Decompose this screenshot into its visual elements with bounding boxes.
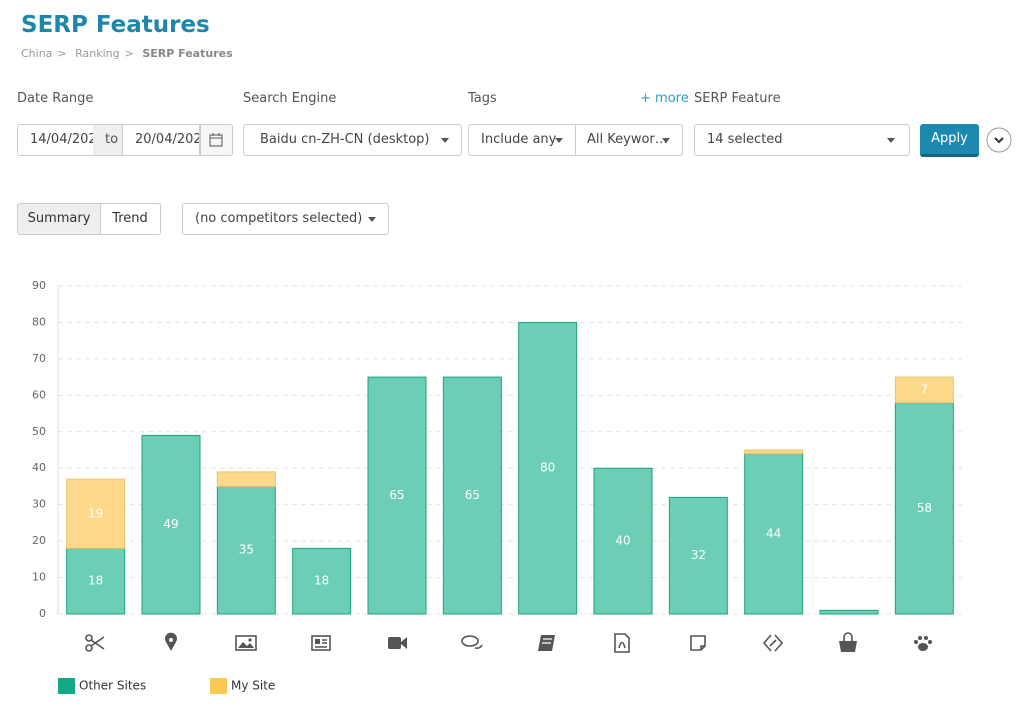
value-label: 58 bbox=[917, 501, 932, 515]
legend-label: My Site bbox=[231, 679, 275, 693]
bar-segment bbox=[819, 609, 879, 615]
value-label: 40 bbox=[615, 534, 630, 548]
value-label: 49 bbox=[163, 517, 178, 531]
legend-swatch bbox=[58, 678, 75, 694]
bar-segment bbox=[66, 478, 126, 549]
icon-note bbox=[690, 635, 706, 651]
icon-code bbox=[762, 634, 784, 652]
value-label: 19 bbox=[88, 506, 103, 520]
search-engine-label: Search Engine bbox=[243, 91, 337, 106]
y-tick-label: 70 bbox=[32, 352, 46, 365]
bar-segment bbox=[894, 376, 954, 404]
apply-button[interactable]: Apply bbox=[920, 124, 979, 157]
y-tick-label: 20 bbox=[32, 534, 46, 547]
value-label: 65 bbox=[389, 488, 404, 502]
bar-segment bbox=[744, 453, 804, 615]
legend-swatch bbox=[210, 678, 227, 694]
bar-segment bbox=[367, 376, 427, 615]
category-icons bbox=[85, 632, 932, 653]
crumb-link[interactable]: Ranking bbox=[75, 47, 120, 60]
value-label: 7 bbox=[921, 382, 929, 396]
bar-segment bbox=[66, 547, 126, 615]
expand-toggle[interactable] bbox=[986, 127, 1014, 155]
value-label: 35 bbox=[239, 543, 254, 557]
value-label: 18 bbox=[88, 574, 103, 588]
icon-image bbox=[235, 635, 257, 651]
y-tick-label: 90 bbox=[32, 279, 46, 292]
value-label: 18 bbox=[314, 574, 329, 588]
crumb-current: SERP Features bbox=[142, 47, 233, 60]
calendar-icon bbox=[209, 133, 223, 147]
serp-feature-select[interactable]: 14 selected bbox=[694, 124, 910, 156]
value-label: 44 bbox=[766, 526, 781, 540]
bar-segment bbox=[668, 496, 728, 615]
icon-pin bbox=[165, 632, 177, 651]
tab-trend[interactable]: Trend bbox=[100, 203, 161, 235]
crumb-sep: > bbox=[124, 47, 134, 60]
value-label: 32 bbox=[691, 548, 706, 562]
bar-segment bbox=[518, 321, 578, 615]
bar-segment bbox=[292, 547, 352, 615]
bar-segment bbox=[894, 402, 954, 615]
y-tick-label: 80 bbox=[32, 315, 46, 328]
crumb-link[interactable]: China bbox=[21, 47, 53, 60]
bar-segment bbox=[442, 376, 502, 615]
select-value: Include any bbox=[481, 132, 557, 147]
icon-scissors bbox=[85, 634, 105, 652]
icon-pdf bbox=[614, 633, 630, 653]
icon-paw bbox=[914, 636, 932, 651]
tab-summary[interactable]: Summary bbox=[17, 203, 101, 235]
date-joiner: to bbox=[93, 124, 123, 156]
y-tick-label: 40 bbox=[32, 461, 46, 474]
tag-keywords-select[interactable]: All Keywor… bbox=[575, 124, 683, 156]
chart: 0 10 20 30 40 50 60 70 80 90 18 19 49 35 18 65 65 80 40 32 4… bbox=[32, 279, 962, 694]
date-range-label: Date Range bbox=[17, 91, 94, 106]
y-tick-label: 0 bbox=[39, 607, 46, 620]
serp-feature-label: SERP Feature bbox=[694, 91, 781, 106]
bar-segment bbox=[593, 467, 653, 615]
tags-label: Tags bbox=[468, 91, 497, 106]
date-to[interactable]: 20/04/2020 bbox=[123, 124, 200, 156]
breadcrumb: China > Ranking > SERP Features bbox=[21, 47, 233, 60]
select-value: 14 selected bbox=[707, 132, 783, 147]
more-link[interactable]: + more bbox=[640, 91, 689, 106]
select-value: All Keywor… bbox=[587, 132, 668, 147]
value-label: 80 bbox=[540, 461, 555, 475]
select-value: Baidu cn-ZH-CN (desktop) bbox=[260, 132, 430, 147]
crumb-sep: > bbox=[57, 47, 67, 60]
y-tick-label: 30 bbox=[32, 498, 46, 511]
y-tick-label: 60 bbox=[32, 388, 46, 401]
select-value: (no competitors selected) bbox=[195, 211, 363, 226]
icon-book bbox=[538, 635, 555, 651]
competitor-select[interactable]: (no competitors selected) bbox=[182, 203, 389, 235]
bar-segment bbox=[216, 485, 276, 615]
y-tick-label: 10 bbox=[32, 571, 46, 584]
bar-segment bbox=[141, 434, 201, 615]
icon-video bbox=[388, 637, 407, 649]
icon-chat bbox=[461, 635, 483, 649]
date-from[interactable]: 14/04/2020 bbox=[17, 124, 94, 156]
tag-match-select[interactable]: Include any bbox=[468, 124, 576, 156]
value-label: 65 bbox=[465, 488, 480, 502]
bar-segment bbox=[216, 471, 276, 487]
page-title: SERP Features bbox=[21, 12, 210, 38]
calendar-button[interactable] bbox=[200, 124, 233, 156]
icon-news bbox=[311, 635, 331, 651]
bar-segment bbox=[744, 449, 804, 455]
icon-shopping bbox=[839, 632, 857, 652]
legend-label: Other Sites bbox=[79, 679, 146, 693]
y-tick-label: 50 bbox=[32, 425, 46, 438]
search-engine-select[interactable]: Baidu cn-ZH-CN (desktop) bbox=[243, 124, 462, 156]
